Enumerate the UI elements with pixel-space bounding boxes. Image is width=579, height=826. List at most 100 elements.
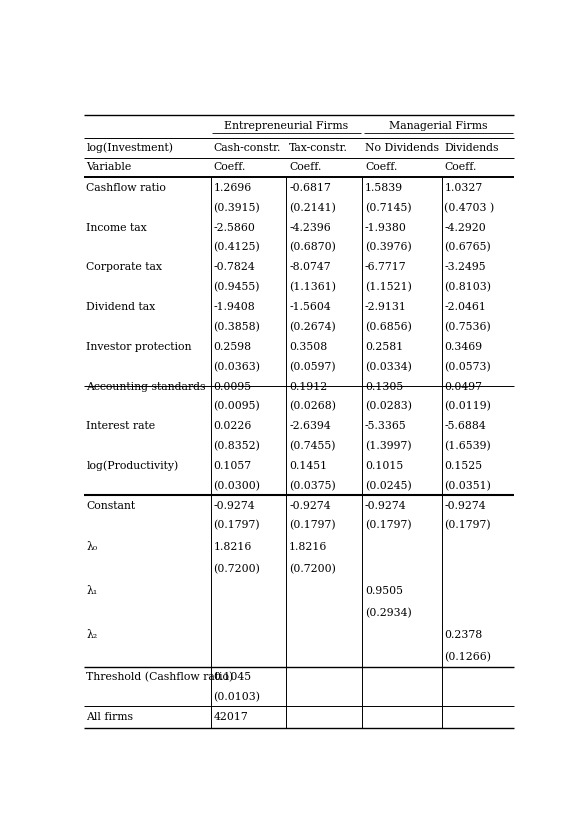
Text: (0.1266): (0.1266) xyxy=(444,653,491,662)
Text: -0.9274: -0.9274 xyxy=(365,501,406,510)
Text: (0.9455): (0.9455) xyxy=(214,282,260,292)
Text: (0.7145): (0.7145) xyxy=(365,202,412,213)
Text: (0.0597): (0.0597) xyxy=(289,362,336,372)
Text: -2.6394: -2.6394 xyxy=(289,421,331,431)
Text: -1.9408: -1.9408 xyxy=(214,302,255,312)
Text: 0.1057: 0.1057 xyxy=(214,461,251,471)
Text: Interest rate: Interest rate xyxy=(86,421,155,431)
Text: Dividend tax: Dividend tax xyxy=(86,302,156,312)
Text: Dividends: Dividends xyxy=(444,143,499,153)
Text: (0.1797): (0.1797) xyxy=(289,520,336,530)
Text: -8.0747: -8.0747 xyxy=(289,263,331,273)
Text: 0.3469: 0.3469 xyxy=(444,342,482,352)
Text: (0.8352): (0.8352) xyxy=(214,441,260,451)
Text: (1.1361): (1.1361) xyxy=(289,282,336,292)
Text: 0.2598: 0.2598 xyxy=(214,342,251,352)
Text: 0.1525: 0.1525 xyxy=(444,461,482,471)
Text: log(Productivity): log(Productivity) xyxy=(86,461,178,471)
Text: 1.8216: 1.8216 xyxy=(214,543,252,553)
Text: (0.1797): (0.1797) xyxy=(214,520,260,530)
Text: 0.0095: 0.0095 xyxy=(214,382,251,392)
Text: (0.0375): (0.0375) xyxy=(289,481,336,491)
Text: (0.0095): (0.0095) xyxy=(214,401,260,411)
Text: λ₂: λ₂ xyxy=(86,630,97,640)
Text: Corporate tax: Corporate tax xyxy=(86,263,162,273)
Text: 0.0497: 0.0497 xyxy=(444,382,482,392)
Text: 0.9505: 0.9505 xyxy=(365,586,403,596)
Text: -2.0461: -2.0461 xyxy=(444,302,486,312)
Text: 1.8216: 1.8216 xyxy=(289,543,328,553)
Text: (0.7536): (0.7536) xyxy=(444,322,491,332)
Text: Cash-constr.: Cash-constr. xyxy=(214,143,281,153)
Text: -0.9274: -0.9274 xyxy=(214,501,255,510)
Text: 1.5839: 1.5839 xyxy=(365,183,403,193)
Text: -4.2920: -4.2920 xyxy=(444,223,486,233)
Text: -1.5604: -1.5604 xyxy=(289,302,331,312)
Text: -2.9131: -2.9131 xyxy=(365,302,407,312)
Text: (0.7455): (0.7455) xyxy=(289,441,336,451)
Text: 1.0327: 1.0327 xyxy=(444,183,482,193)
Text: Coeff.: Coeff. xyxy=(365,163,397,173)
Text: (0.3915): (0.3915) xyxy=(214,202,260,213)
Text: (0.6765): (0.6765) xyxy=(444,242,491,253)
Text: -0.9274: -0.9274 xyxy=(289,501,331,510)
Text: (0.0573): (0.0573) xyxy=(444,362,491,372)
Text: Income tax: Income tax xyxy=(86,223,147,233)
Text: (0.2674): (0.2674) xyxy=(289,322,336,332)
Text: (0.2141): (0.2141) xyxy=(289,202,336,213)
Text: 1.2696: 1.2696 xyxy=(214,183,252,193)
Text: 0.3508: 0.3508 xyxy=(289,342,328,352)
Text: -0.6817: -0.6817 xyxy=(289,183,331,193)
Text: 0.1015: 0.1015 xyxy=(365,461,403,471)
Text: (0.0245): (0.0245) xyxy=(365,481,412,491)
Text: -5.6884: -5.6884 xyxy=(444,421,486,431)
Text: 0.0226: 0.0226 xyxy=(214,421,252,431)
Text: Coeff.: Coeff. xyxy=(289,163,321,173)
Text: λ₁: λ₁ xyxy=(86,586,97,596)
Text: 0.2378: 0.2378 xyxy=(444,630,482,640)
Text: -6.7717: -6.7717 xyxy=(365,263,406,273)
Text: Variable: Variable xyxy=(86,163,131,173)
Text: Threshold (Cashflow ratio): Threshold (Cashflow ratio) xyxy=(86,672,233,682)
Text: (0.3976): (0.3976) xyxy=(365,242,412,253)
Text: Coeff.: Coeff. xyxy=(214,163,245,173)
Text: Entrepreneurial Firms: Entrepreneurial Firms xyxy=(225,121,349,131)
Text: (0.6870): (0.6870) xyxy=(289,242,336,253)
Text: 0.1045: 0.1045 xyxy=(214,672,251,682)
Text: (0.6856): (0.6856) xyxy=(365,322,412,332)
Text: 42017: 42017 xyxy=(214,712,248,722)
Text: -1.9380: -1.9380 xyxy=(365,223,407,233)
Text: (0.0300): (0.0300) xyxy=(214,481,261,491)
Text: 0.1305: 0.1305 xyxy=(365,382,403,392)
Text: (0.0283): (0.0283) xyxy=(365,401,412,411)
Text: -0.7824: -0.7824 xyxy=(214,263,255,273)
Text: (0.4125): (0.4125) xyxy=(214,242,260,253)
Text: (0.0103): (0.0103) xyxy=(214,692,261,702)
Text: (1.3997): (1.3997) xyxy=(365,441,412,451)
Text: -3.2495: -3.2495 xyxy=(444,263,486,273)
Text: 0.1451: 0.1451 xyxy=(289,461,327,471)
Text: (0.0334): (0.0334) xyxy=(365,362,412,372)
Text: Accounting standards: Accounting standards xyxy=(86,382,206,392)
Text: λ₀: λ₀ xyxy=(86,543,97,553)
Text: Coeff.: Coeff. xyxy=(444,163,477,173)
Text: No Dividends: No Dividends xyxy=(365,143,439,153)
Text: 0.1912: 0.1912 xyxy=(289,382,328,392)
Text: (1.6539): (1.6539) xyxy=(444,441,491,451)
Text: (0.8103): (0.8103) xyxy=(444,282,491,292)
Text: Cashflow ratio: Cashflow ratio xyxy=(86,183,166,193)
Text: (0.3858): (0.3858) xyxy=(214,322,260,332)
Text: (0.0119): (0.0119) xyxy=(444,401,491,411)
Text: (0.1797): (0.1797) xyxy=(365,520,412,530)
Text: -2.5860: -2.5860 xyxy=(214,223,255,233)
Text: (0.1797): (0.1797) xyxy=(444,520,491,530)
Text: (0.7200): (0.7200) xyxy=(214,564,260,575)
Text: (0.0351): (0.0351) xyxy=(444,481,491,491)
Text: All firms: All firms xyxy=(86,712,133,722)
Text: (0.4703 ): (0.4703 ) xyxy=(444,202,494,213)
Text: (0.0268): (0.0268) xyxy=(289,401,336,411)
Text: (1.1521): (1.1521) xyxy=(365,282,412,292)
Text: Tax-constr.: Tax-constr. xyxy=(289,143,348,153)
Text: -0.9274: -0.9274 xyxy=(444,501,486,510)
Text: Investor protection: Investor protection xyxy=(86,342,192,352)
